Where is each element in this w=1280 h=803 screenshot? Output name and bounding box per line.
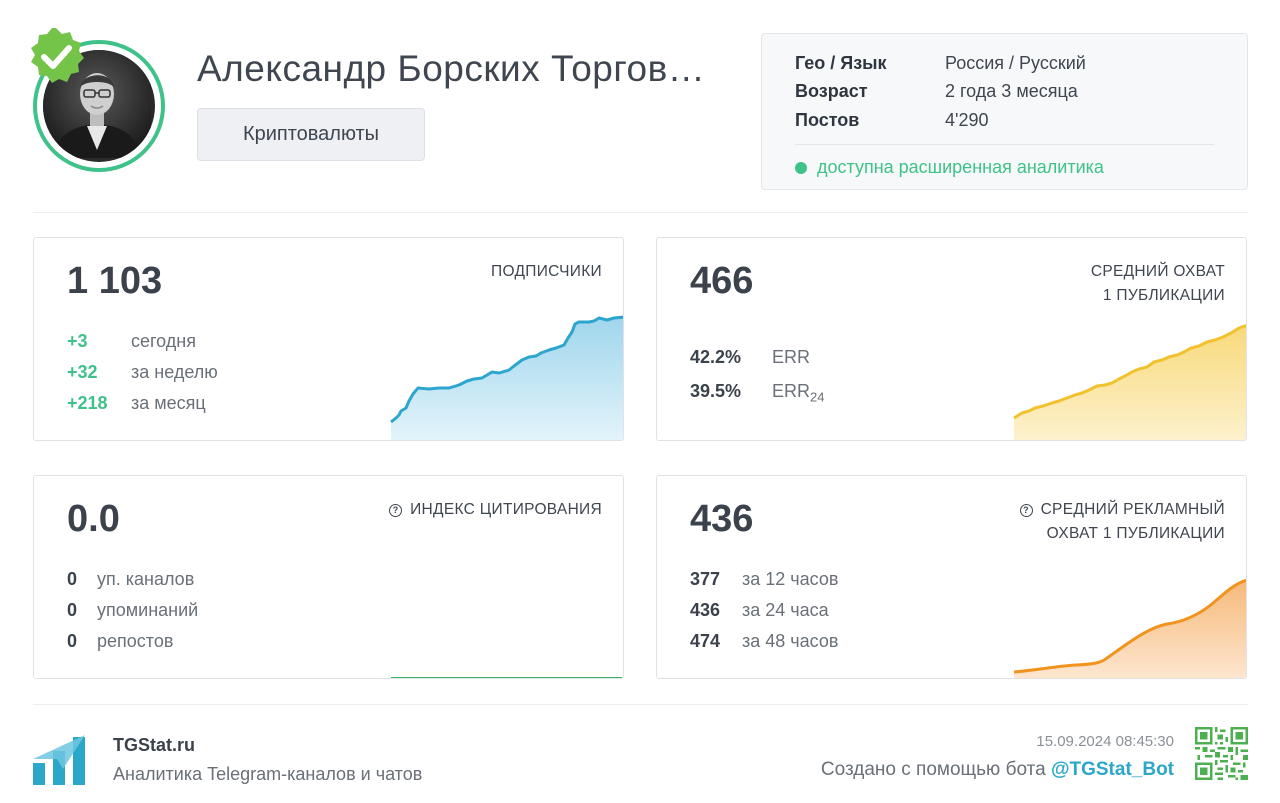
avg-reach-value: 466 [690, 260, 754, 302]
mentions-row: 0 упоминаний [67, 600, 198, 621]
created-by-text: Создано с помощью бота [820, 759, 1051, 780]
mention-channels-value: 0 [67, 569, 78, 589]
info-geo-row: Гео / Язык Россия / Русский [795, 53, 1086, 74]
category-button[interactable]: Криптовалюты [197, 108, 425, 161]
ad-reach-12h-value: 377 [690, 569, 721, 589]
avg-reach-label-line2: 1 ПУБЛИКАЦИИ [1102, 287, 1225, 304]
subscribers-card[interactable]: 1 103 ПОДПИСЧИКИ +3 сегодня +32 за недел… [33, 237, 624, 441]
citation-index-card[interactable]: 0.0 ? ИНДЕКС ЦИТИРОВАНИЯ 0 уп. каналов 0 … [33, 475, 624, 679]
footer-brand[interactable]: TGStat.ru [113, 735, 196, 755]
created-by: Создано с помощью бота @TGStat_Bot [821, 759, 1174, 781]
reposts-value: 0 [67, 631, 78, 651]
avg-ad-reach-value: 436 [690, 498, 754, 540]
avg-reach-label-line1: СРЕДНИЙ ОХВАТ [1090, 263, 1225, 280]
ad-reach-24h-row: 436 за 24 часа [690, 600, 829, 621]
subscribers-week-label: за неделю [131, 362, 218, 382]
reposts-row: 0 репостов [67, 631, 173, 652]
verified-badge-icon [31, 28, 84, 83]
analytics-text: доступна расширенная аналитика [817, 157, 1104, 177]
footer-subtitle: Аналитика Telegram-каналов и чатов [113, 764, 423, 784]
ad-reach-48h-row: 474 за 48 часов [690, 631, 838, 652]
err-value: 42.2% [690, 347, 742, 367]
avg-reach-chart [1013, 324, 1246, 440]
err24-label-sub: 24 [810, 389, 825, 405]
citation-index-label-text: ИНДЕКС ЦИТИРОВАНИЯ [410, 501, 602, 518]
help-circle-icon[interactable]: ? [1019, 504, 1033, 517]
err24-label-text: ERR [772, 381, 811, 401]
ad-reach-12h-row: 377 за 12 часов [690, 569, 838, 590]
mention-channels-label: уп. каналов [97, 569, 195, 589]
citation-index-label: ? ИНДЕКС ЦИТИРОВАНИЯ [389, 498, 602, 522]
header-divider [33, 212, 1248, 213]
subscribers-label: ПОДПИСЧИКИ [491, 263, 602, 280]
avg-ad-reach-label-line2: ОХВАТ 1 ПУБЛИКАЦИИ [1046, 525, 1225, 542]
avg-reach-area [1014, 325, 1246, 440]
avg-reach-line [1013, 324, 1246, 420]
help-circle-icon[interactable]: ? [389, 504, 403, 517]
ad-reach-24h-value: 436 [690, 600, 721, 620]
ad-reach-12h-label: за 12 часов [742, 569, 839, 589]
err24-row: 39.5% ERR24 [690, 381, 824, 405]
avg-reach-card[interactable]: 466 СРЕДНИЙ ОХВАТ 1 ПУБЛИКАЦИИ 42.2% ERR… [656, 237, 1247, 441]
citation-index-value: 0.0 [67, 498, 120, 540]
subscribers-line [390, 315, 623, 424]
avg-ad-reach-card[interactable]: 436 ? СРЕДНИЙ РЕКЛАМНЫЙ ОХВАТ 1 ПУБЛИКАЦИ… [656, 475, 1247, 679]
extended-analytics-status[interactable]: доступна расширенная аналитика [795, 157, 1104, 178]
status-dot-icon [795, 161, 807, 174]
subscribers-value: 1 103 [67, 260, 163, 302]
subscribers-month-label: за месяц [131, 393, 206, 413]
info-age-value: 2 года 3 месяца [945, 81, 1078, 101]
subscribers-month-value: +218 [67, 393, 108, 413]
avg-ad-reach-area [1014, 580, 1246, 678]
info-geo-label: Гео / Язык [795, 53, 887, 73]
footer-divider [33, 704, 1248, 705]
avg-reach-label: СРЕДНИЙ ОХВАТ 1 ПУБЛИКАЦИИ [1091, 260, 1225, 308]
subscribers-today-row: +3 сегодня [67, 331, 196, 352]
err24-label: ERR24 [772, 381, 824, 405]
avg-ad-reach-label-line1: СРЕДНИЙ РЕКЛАМНЫЙ [1040, 501, 1225, 518]
channel-title: Александр Борских Торгов… [197, 48, 706, 89]
info-posts-label: Постов [795, 110, 860, 130]
err24-value: 39.5% [690, 381, 742, 401]
channel-info-card: Гео / Язык Россия / Русский Возраст 2 го… [761, 33, 1248, 190]
mentions-value: 0 [67, 600, 78, 620]
err-row: 42.2% ERR [690, 347, 810, 368]
avg-ad-reach-chart [1013, 578, 1246, 678]
ad-reach-48h-value: 474 [690, 631, 721, 651]
subscribers-area [391, 317, 623, 440]
subscribers-today-value: +3 [67, 331, 88, 351]
mention-channels-row: 0 уп. каналов [67, 569, 194, 590]
avg-ad-reach-line [1013, 578, 1246, 674]
reposts-label: репостов [97, 631, 174, 651]
info-geo-value: Россия / Русский [945, 53, 1086, 73]
info-posts-row: Постов 4'290 [795, 110, 988, 131]
tgstat-logo-icon[interactable] [33, 733, 88, 785]
channel-avatar-wrap [31, 28, 165, 172]
info-divider [795, 144, 1214, 145]
subscribers-month-row: +218 за месяц [67, 393, 206, 414]
bot-link[interactable]: @TGStat_Bot [1050, 759, 1174, 780]
ad-reach-24h-label: за 24 часа [742, 600, 829, 620]
info-age-label: Возраст [795, 81, 868, 101]
subscribers-chart [390, 315, 623, 440]
subscribers-today-label: сегодня [131, 331, 196, 351]
ad-reach-48h-label: за 48 часов [742, 631, 839, 651]
report-timestamp: 15.09.2024 08:45:30 [1036, 733, 1174, 750]
err-label: ERR [772, 347, 811, 367]
qr-code-icon [1195, 727, 1248, 780]
avg-ad-reach-label: ? СРЕДНИЙ РЕКЛАМНЫЙ ОХВАТ 1 ПУБЛИКАЦИИ [1019, 498, 1225, 546]
info-posts-value: 4'290 [945, 110, 989, 130]
subscribers-week-value: +32 [67, 362, 98, 382]
subscribers-week-row: +32 за неделю [67, 362, 218, 383]
info-age-row: Возраст 2 года 3 месяца [795, 81, 1078, 102]
mentions-label: упоминаний [97, 600, 199, 620]
